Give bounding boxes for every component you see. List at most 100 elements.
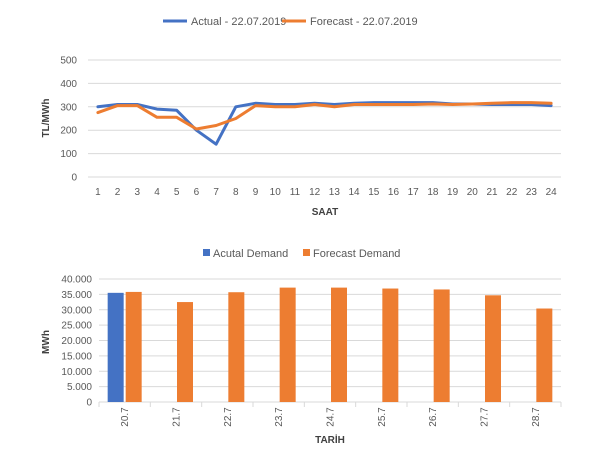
- data-point: [175, 116, 178, 119]
- x-tick-label: 17: [408, 187, 420, 198]
- legend-swatch-2: [303, 249, 310, 256]
- x-tick-label: 10: [270, 187, 282, 198]
- data-point: [116, 104, 119, 107]
- data-point: [294, 103, 296, 106]
- x-tick-label: 23.7: [274, 407, 285, 427]
- bar-actual: [107, 292, 124, 402]
- data-point: [156, 108, 158, 110]
- x-tick-label: 24: [546, 187, 558, 198]
- data-point: [254, 104, 257, 107]
- x-tick-label: 5: [174, 187, 180, 198]
- data-point: [491, 102, 493, 105]
- data-point: [235, 106, 237, 108]
- data-point: [451, 103, 454, 106]
- y-tick-label: 0: [71, 173, 77, 184]
- bar-forecast: [125, 291, 142, 402]
- x-tick-label: 3: [134, 187, 140, 198]
- data-point: [195, 128, 198, 130]
- bar-forecast: [228, 292, 245, 402]
- x-axis-title: TARİH: [315, 433, 345, 446]
- data-point: [530, 101, 533, 104]
- x-tick-label: 7: [213, 187, 219, 198]
- x-tick-label: 22: [506, 187, 518, 198]
- bar-forecast: [536, 308, 553, 402]
- data-point: [412, 103, 414, 106]
- y-tick-label: 30.000: [61, 305, 92, 316]
- data-point: [550, 104, 552, 107]
- x-tick-label: 24.7: [326, 407, 337, 427]
- x-axis-title: SAAT: [312, 207, 338, 218]
- x-tick-label: 21: [486, 187, 498, 198]
- data-point: [294, 106, 296, 108]
- data-point: [392, 103, 395, 106]
- y-tick-label: 35.000: [61, 290, 92, 301]
- y-tick-label: 300: [60, 102, 77, 113]
- data-point: [313, 103, 316, 106]
- x-tick-label: 28.7: [531, 407, 542, 427]
- x-tick-label: 19: [447, 187, 459, 198]
- legend-swatch-1: [203, 249, 210, 256]
- bar-forecast: [485, 295, 501, 402]
- data-point: [372, 101, 375, 104]
- x-tick-label: 25.7: [377, 407, 388, 427]
- data-point: [274, 106, 277, 108]
- x-tick-label: 21.7: [172, 407, 183, 427]
- data-point: [97, 106, 99, 108]
- x-tick-label: 12: [309, 187, 321, 198]
- data-point: [156, 116, 158, 119]
- y-tick-label: 5.000: [67, 382, 92, 393]
- data-point: [274, 103, 277, 106]
- data-point: [333, 103, 336, 106]
- legend-label-2: Forecast - 22.07.2019: [310, 16, 418, 28]
- y-tick-label: 400: [60, 79, 77, 90]
- bar-forecast: [433, 289, 450, 402]
- bar-chart: Acutal Demand Forecast Demand 0 5.000 10.000…: [41, 248, 562, 446]
- x-tick-label: 1: [95, 187, 101, 198]
- y-tick-label: 200: [60, 126, 77, 137]
- legend-label-1: Acutal Demand: [213, 248, 288, 260]
- x-tick-label: 4: [154, 187, 160, 198]
- y-axis-title: TL/MWh: [41, 99, 52, 138]
- y-tick-label: 10.000: [61, 367, 92, 378]
- y-tick-label: 500: [60, 56, 77, 67]
- series-line-1: [96, 101, 553, 146]
- data-point: [97, 111, 99, 114]
- bar-forecast: [177, 302, 193, 402]
- y-axis-title: MWh: [41, 330, 52, 354]
- data-point: [235, 117, 237, 120]
- x-tick-label: 16: [388, 187, 400, 198]
- y-tick-label: 40.000: [61, 275, 92, 286]
- data-point: [471, 103, 474, 105]
- data-point: [372, 103, 375, 106]
- y-tick-label: 100: [60, 149, 77, 160]
- x-tick-label: 2: [115, 187, 121, 198]
- x-tick-label: 13: [329, 187, 341, 198]
- x-tick-label: 6: [194, 187, 200, 198]
- line-chart: Actual - 22.07.2019 Forecast - 22.07.2019…: [41, 16, 561, 218]
- legend-label-2: Forecast Demand: [313, 248, 400, 260]
- x-tick-label: 20.7: [120, 407, 131, 427]
- data-point: [412, 101, 414, 104]
- bar-forecast: [279, 287, 296, 402]
- data-point: [215, 143, 217, 146]
- x-tick-label: 15: [368, 187, 380, 198]
- data-point: [392, 101, 395, 104]
- legend-label-1: Actual - 22.07.2019: [191, 16, 286, 28]
- data-point: [254, 102, 257, 105]
- y-tick-label: 20.000: [61, 336, 92, 347]
- x-tick-label: 8: [233, 187, 239, 198]
- x-tick-label: 22.7: [223, 407, 234, 427]
- series-line-2: [96, 101, 553, 131]
- data-point: [175, 109, 178, 112]
- y-tick-label: 15.000: [61, 351, 92, 362]
- data-point: [353, 103, 355, 106]
- x-tick-label: 26.7: [428, 407, 439, 427]
- data-point: [550, 102, 552, 105]
- x-tick-label: 20: [467, 187, 479, 198]
- x-tick-label: 18: [427, 187, 439, 198]
- x-tick-label: 11: [290, 187, 301, 198]
- y-tick-label: 0: [86, 398, 92, 409]
- data-point: [215, 124, 217, 127]
- x-tick-label: 27.7: [480, 407, 491, 427]
